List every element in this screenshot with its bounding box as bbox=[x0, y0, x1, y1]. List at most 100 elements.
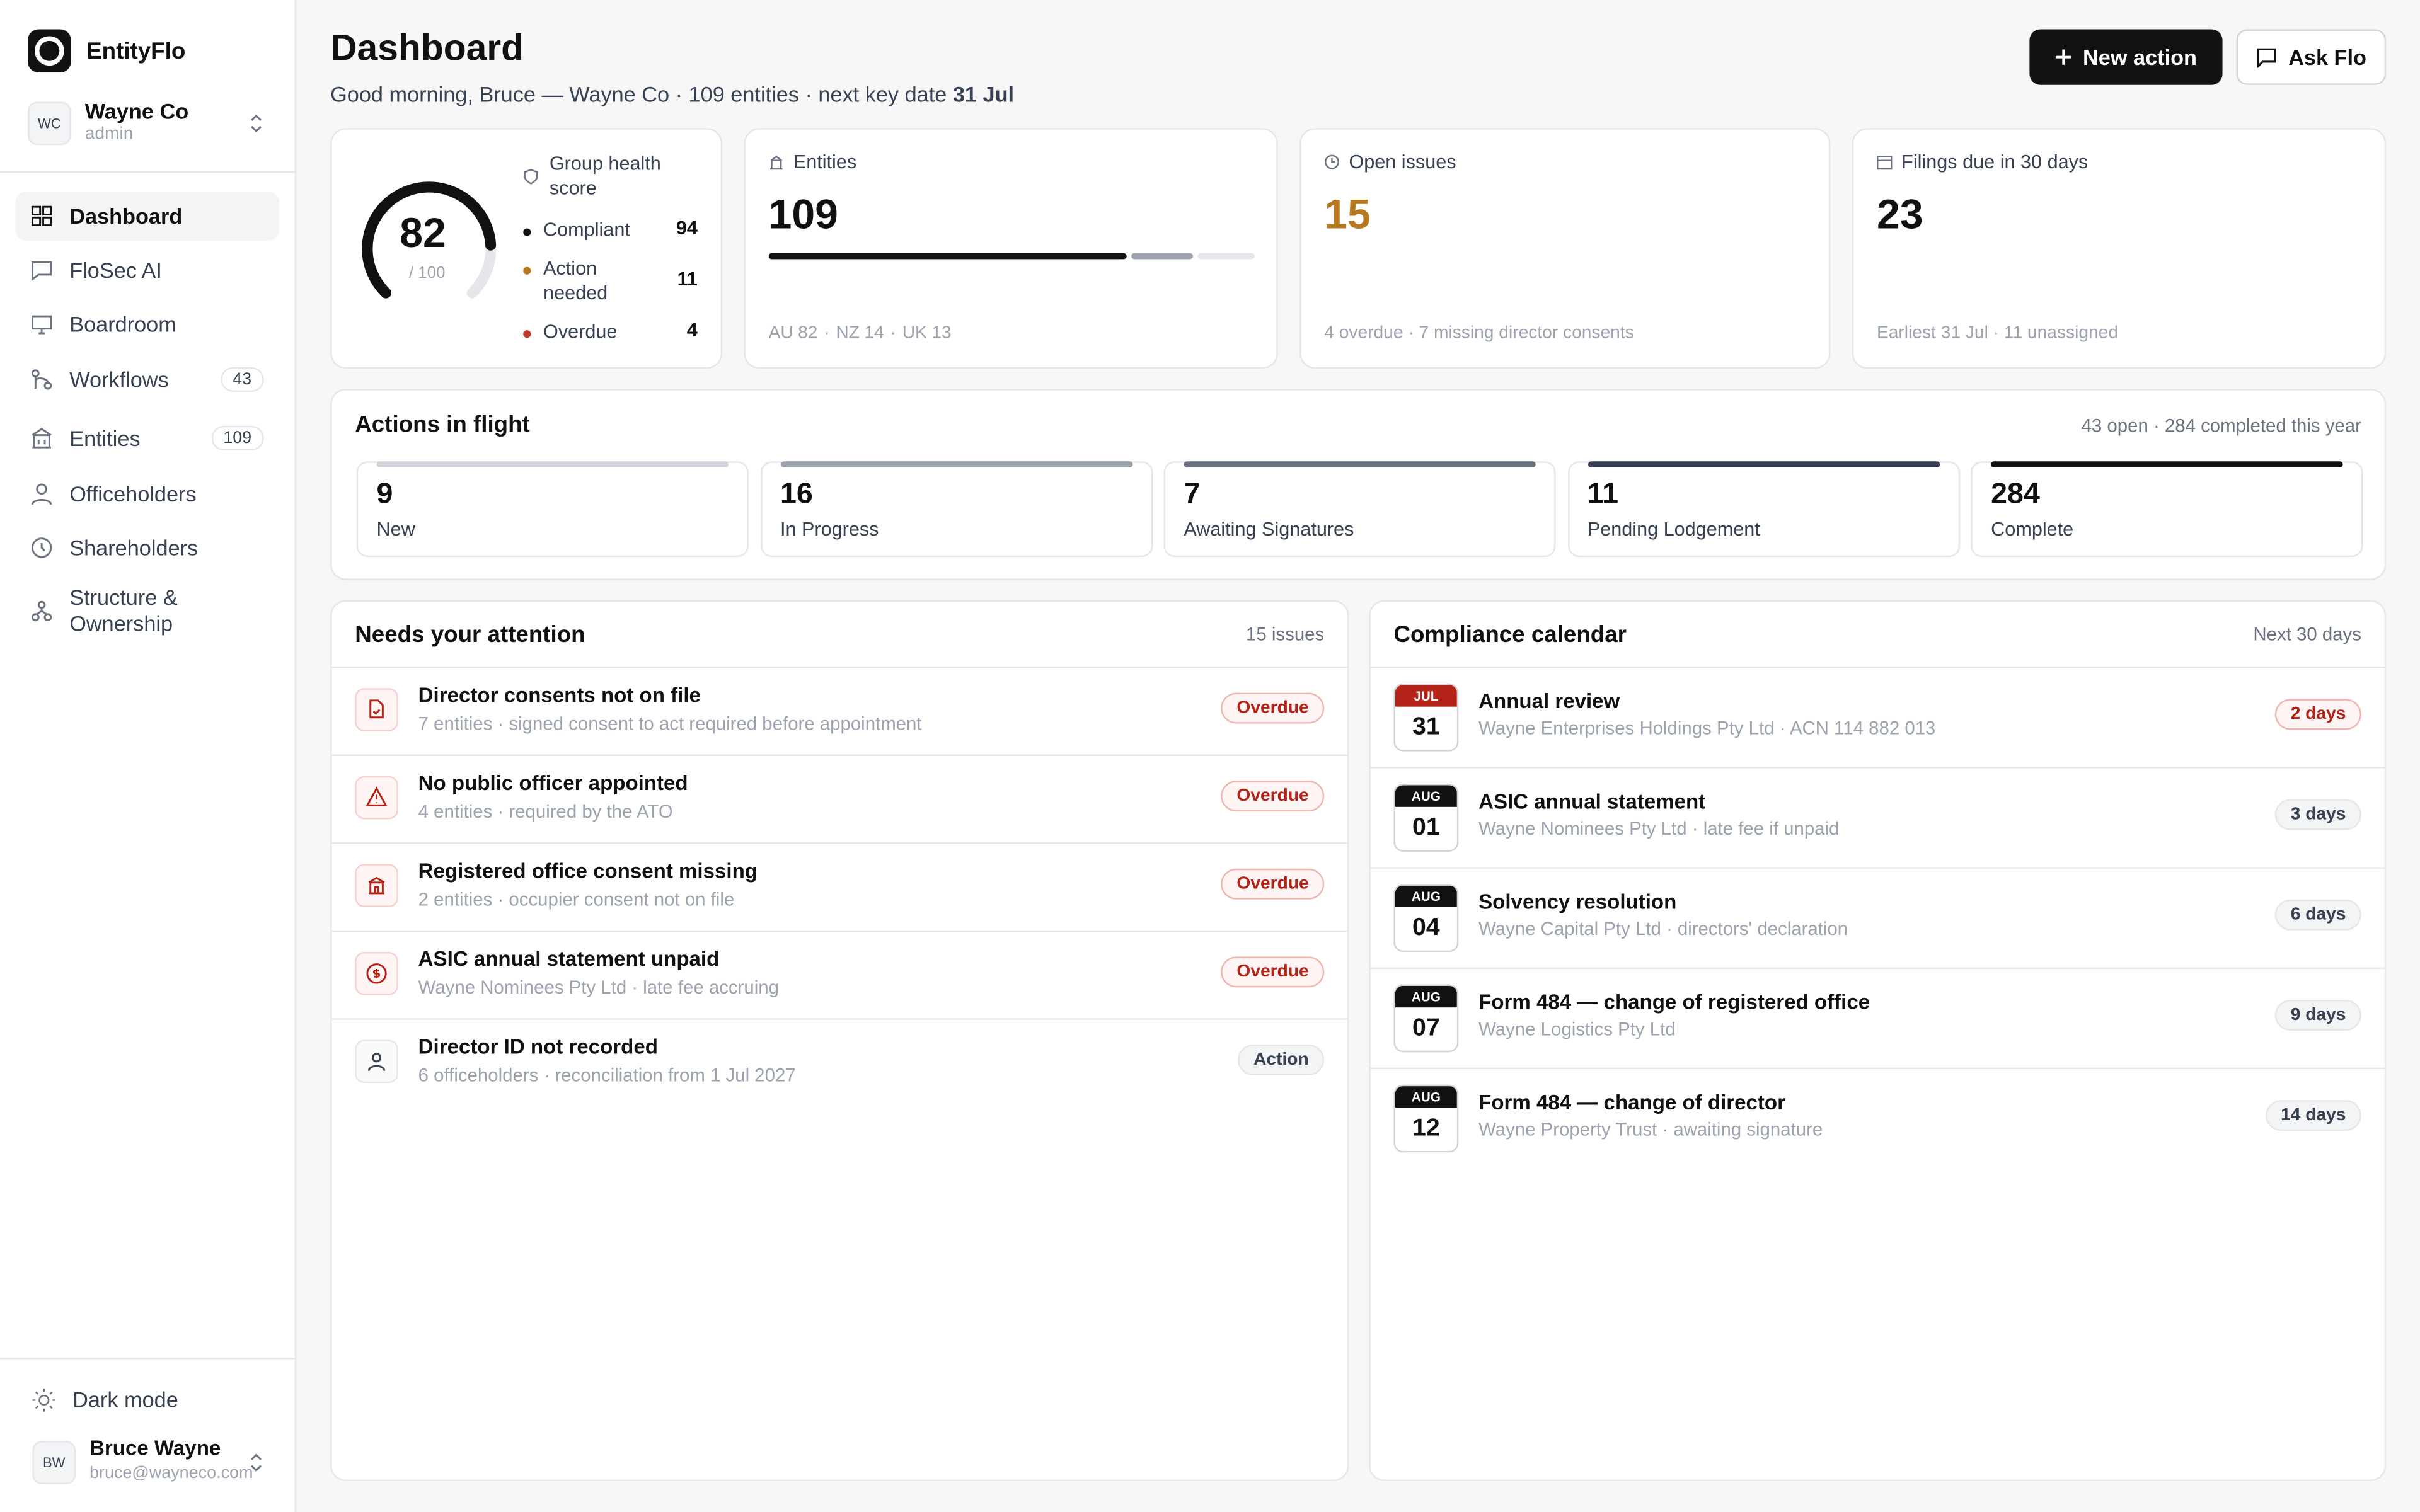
nav-item[interactable]: FloSec AI bbox=[15, 245, 279, 294]
user-name[interactable]: Bruce Wayne bbox=[89, 1436, 221, 1460]
panel-summary: 15 issues bbox=[1246, 623, 1325, 645]
stat-title: Filings due in 30 days bbox=[1876, 151, 2089, 173]
nav-item[interactable]: Workflows 43 bbox=[15, 355, 279, 404]
plus-icon bbox=[2054, 49, 2071, 65]
entities-card: Entities 109 AU82NZ14UK13 bbox=[744, 128, 1278, 369]
attention-row[interactable]: Registered office consent missing 2 entit… bbox=[331, 842, 1347, 932]
building-icon bbox=[770, 156, 783, 170]
icon-shape bbox=[32, 428, 52, 449]
nav-item[interactable]: Structure & Ownership bbox=[15, 578, 279, 643]
attention-row[interactable]: Director consents not on file 7 entities … bbox=[331, 667, 1347, 757]
nav-item[interactable]: Officeholders bbox=[15, 469, 279, 518]
row-detail: Wayne Nominees Pty Ltd · late fee accrui… bbox=[418, 976, 779, 999]
nav-icon bbox=[32, 537, 52, 558]
stage-bar bbox=[376, 461, 729, 468]
date-day: 12 bbox=[1412, 1115, 1440, 1142]
panel-title: Needs your attention bbox=[355, 621, 585, 648]
bar-segment bbox=[768, 253, 1127, 260]
calendar-row[interactable]: AUG 07 Form 484 — change of registered off… bbox=[1370, 968, 2385, 1070]
row-icon bbox=[355, 688, 398, 731]
nav-label: Entities bbox=[69, 425, 141, 451]
nav-badge: 109 bbox=[210, 425, 264, 451]
health-max: /100 bbox=[408, 263, 446, 283]
stage-card[interactable]: 16 In Progress bbox=[760, 461, 1153, 558]
panel-summary: 43 open · 284 completed this year bbox=[2081, 415, 2361, 437]
sun-icon bbox=[32, 1389, 56, 1412]
dark-mode-toggle[interactable]: Dark mode bbox=[72, 1387, 178, 1412]
nav-item[interactable]: Entities 109 bbox=[15, 413, 279, 462]
stat-title-text: Filings due in 30 days bbox=[1901, 151, 2089, 173]
calendar-row[interactable]: AUG 01 ASIC annual statement Wayne Nominees… bbox=[1370, 767, 2385, 869]
icon-shape bbox=[367, 1053, 386, 1072]
panel-summary: Next 30 days bbox=[2253, 623, 2361, 645]
breakdown-label: AU bbox=[768, 324, 793, 343]
stage-card[interactable]: 7 Awaiting Signatures bbox=[1163, 461, 1556, 558]
due-pill: 9 days bbox=[2275, 999, 2361, 1031]
divider bbox=[0, 171, 295, 173]
due-pill: 2 days bbox=[2275, 699, 2361, 730]
breakdown-item: AU 82 bbox=[769, 324, 818, 342]
nav-badge: 43 bbox=[220, 367, 264, 392]
user-menu[interactable] bbox=[248, 1452, 263, 1473]
icon bbox=[366, 963, 387, 984]
row-icon bbox=[355, 1040, 398, 1084]
gauge-fill bbox=[362, 181, 497, 299]
stage-label: In Progress bbox=[780, 518, 879, 541]
nav-item[interactable]: Shareholders bbox=[15, 523, 279, 572]
nav-item[interactable]: Dashboard bbox=[15, 191, 280, 241]
row-icon bbox=[355, 864, 398, 908]
nav-label: Workflows bbox=[69, 367, 169, 392]
stage-card[interactable]: 284 Complete bbox=[1971, 461, 2363, 558]
panel-title: Actions in flight bbox=[355, 411, 530, 438]
due-pill: 14 days bbox=[2265, 1100, 2361, 1131]
nav-icon bbox=[31, 483, 52, 505]
date-month: AUG bbox=[1395, 1086, 1457, 1108]
org-switch[interactable] bbox=[248, 113, 263, 134]
stage-count: 284 bbox=[1991, 478, 2040, 511]
chat-icon bbox=[2256, 47, 2276, 67]
date-badge: AUG 07 bbox=[1393, 984, 1459, 1053]
stage-bar bbox=[1587, 461, 1940, 468]
nav-icon bbox=[31, 315, 52, 335]
ask-flo-button[interactable]: Ask Flo bbox=[2236, 29, 2387, 85]
nav-item[interactable]: Boardroom bbox=[15, 299, 279, 348]
nav-icon bbox=[32, 369, 52, 390]
row-title: Annual review bbox=[1478, 689, 1620, 713]
stage-label: Complete bbox=[1991, 518, 2074, 541]
row-detail: Wayne Enterprises Holdings Pty Ltd · ACN… bbox=[1478, 717, 1936, 740]
row-detail: Wayne Nominees Pty Ltd · late fee if unp… bbox=[1478, 817, 1840, 840]
bar-segment bbox=[1197, 253, 1255, 260]
calendar-row[interactable]: AUG 12 Form 484 — change of director Wayne … bbox=[1371, 1068, 2385, 1168]
calendar-row[interactable]: AUG 04 Solvency resolution Wayne Capital Pt… bbox=[1370, 867, 2385, 969]
date-month: AUG bbox=[1395, 885, 1457, 908]
key-date: 31 Jul bbox=[952, 81, 1015, 106]
stage-card[interactable]: 9 New bbox=[356, 461, 749, 558]
nav-label: Officeholders bbox=[69, 481, 197, 507]
nav-icon bbox=[32, 600, 52, 621]
attention-row[interactable]: ASIC annual statement unpaid Wayne Nomine… bbox=[331, 931, 1347, 1020]
stat-title-text: Entities bbox=[793, 151, 857, 173]
attention-row[interactable]: No public officer appointed 4 entities · … bbox=[331, 755, 1347, 844]
row-detail: 2 entities · occupier consent not on fil… bbox=[418, 888, 735, 910]
stage-count: 7 bbox=[1184, 478, 1201, 511]
stat-value: 15 bbox=[1324, 191, 1371, 238]
health-max-value: 100 bbox=[418, 263, 446, 283]
stat-note: Earliest 31 Jul · 11 unassigned bbox=[1876, 324, 2119, 343]
health-title: Group health score bbox=[549, 152, 661, 199]
new-action-button[interactable]: New action bbox=[2029, 29, 2223, 85]
actions-panel: Actions in flight 43 open · 284 complete… bbox=[330, 389, 2387, 580]
row-title: Director ID not recorded bbox=[418, 1035, 658, 1059]
date-day: 04 bbox=[1412, 915, 1440, 941]
icon-shape bbox=[368, 876, 385, 895]
attention-row[interactable]: Director ID not recorded 6 officeholders … bbox=[332, 1018, 1347, 1106]
icon-shape bbox=[369, 699, 384, 719]
row-detail: 6 officeholders · reconciliation from 1 … bbox=[418, 1064, 796, 1087]
button-label: Ask Flo bbox=[2288, 45, 2366, 70]
icon-shape bbox=[31, 205, 52, 227]
icon bbox=[367, 1053, 386, 1072]
org-name[interactable]: Wayne Co bbox=[84, 98, 189, 123]
calendar-row[interactable]: JUL 31 Annual review Wayne Enterprises Hold… bbox=[1370, 667, 2385, 769]
stage-card[interactable]: 11 Pending Lodgement bbox=[1567, 461, 1959, 558]
